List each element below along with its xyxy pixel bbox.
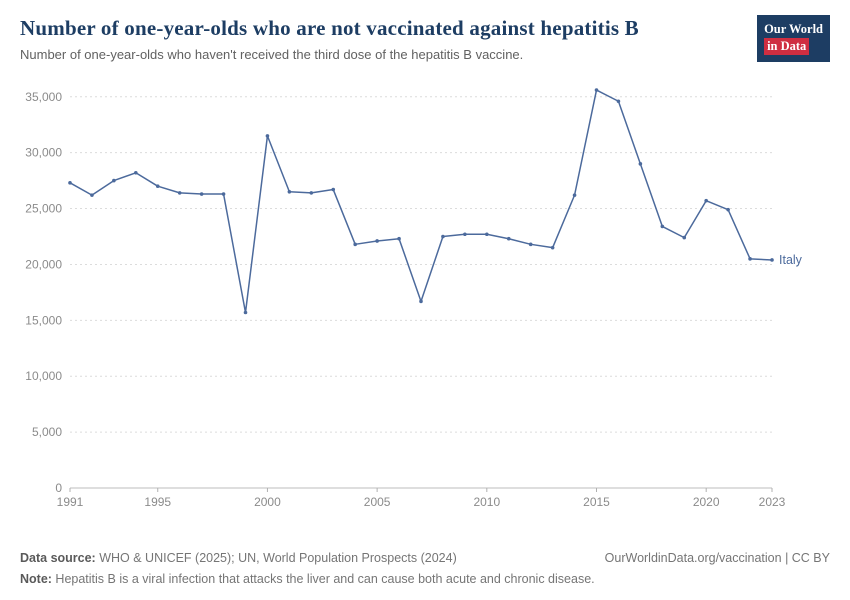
data-point[interactable]: [726, 208, 730, 212]
data-point[interactable]: [638, 162, 643, 166]
logo-line1: Our World: [764, 22, 823, 36]
data-point[interactable]: [221, 192, 226, 196]
title-block: Number of one-year-olds who are not vacc…: [20, 15, 639, 64]
data-point[interactable]: [660, 224, 665, 229]
y-axis-label: 5,000: [32, 425, 62, 439]
footer-row: Data source: WHO & UNICEF (2025); UN, Wo…: [20, 550, 830, 567]
data-point[interactable]: [682, 235, 687, 240]
note-text: Hepatitis B is a viral infection that at…: [51, 572, 595, 587]
y-axis-label: 10,000: [25, 369, 62, 383]
x-axis-label: 2020: [693, 495, 720, 509]
chart-header: Number of one-year-olds who are not vacc…: [20, 15, 830, 64]
data-point[interactable]: [155, 184, 160, 189]
x-axis-label: 1991: [57, 495, 84, 509]
data-point[interactable]: [199, 192, 204, 196]
series-line[interactable]: [69, 89, 773, 314]
data-point[interactable]: [528, 242, 533, 247]
data-point[interactable]: [265, 134, 270, 138]
data-point[interactable]: [485, 232, 489, 237]
data-point[interactable]: [770, 258, 774, 262]
y-axis-label: 25,000: [25, 202, 62, 216]
data-point[interactable]: [441, 234, 445, 239]
x-axis-label: 2010: [473, 495, 500, 509]
data-point[interactable]: [112, 178, 116, 183]
x-axis-label: 1995: [144, 495, 171, 509]
data-point[interactable]: [572, 193, 577, 198]
data-point[interactable]: [463, 232, 467, 237]
data-point[interactable]: [134, 171, 138, 175]
y-axis-label: 20,000: [25, 258, 62, 272]
chart-footer: Data source: WHO & UNICEF (2025); UN, Wo…: [20, 550, 830, 588]
logo-line2: in Data: [764, 38, 810, 55]
x-axis-label: 2023: [759, 495, 786, 509]
data-point[interactable]: [506, 237, 511, 241]
data-point[interactable]: [397, 237, 401, 241]
data-point[interactable]: [177, 191, 182, 195]
chart-subtitle: Number of one-year-olds who haven't rece…: [20, 47, 524, 63]
owid-link[interactable]: OurWorldinData.org/vaccination | CC BY: [604, 551, 830, 566]
note: Note: Hepatitis B is a viral infection t…: [20, 571, 830, 588]
data-point[interactable]: [419, 299, 423, 304]
data-point[interactable]: [68, 181, 72, 185]
y-axis-label: 15,000: [25, 313, 62, 327]
data-point[interactable]: [748, 257, 752, 261]
x-axis-label: 2015: [583, 495, 610, 509]
chart-title: Number of one-year-olds who are not vacc…: [20, 16, 639, 40]
data-source-label: Data source:: [20, 551, 96, 566]
data-point[interactable]: [594, 88, 599, 93]
data-source: Data source: WHO & UNICEF (2025); UN, Wo…: [20, 550, 457, 567]
data-point[interactable]: [90, 193, 94, 198]
data-point[interactable]: [375, 239, 379, 243]
data-point[interactable]: [616, 99, 621, 104]
y-axis-label: 30,000: [25, 146, 62, 160]
line-chart: 0 5,000 10,000 15,000 20,000 25,000 30,000 35,0…: [25, 88, 803, 509]
note-label: Note:: [20, 572, 52, 587]
data-point[interactable]: [243, 310, 248, 315]
series-label-italy[interactable]: Italy: [779, 253, 803, 267]
x-axis-label: 2005: [364, 495, 391, 509]
owid-logo[interactable]: Our World in Data: [757, 15, 830, 62]
data-point[interactable]: [353, 242, 357, 247]
data-point[interactable]: [287, 190, 292, 194]
data-point[interactable]: [550, 246, 555, 250]
y-axis-label: 0: [55, 481, 62, 495]
data-point[interactable]: [331, 187, 336, 192]
data-point[interactable]: [704, 199, 708, 203]
x-axis-label: 2000: [254, 495, 281, 509]
data-source-text: WHO & UNICEF (2025); UN, World Populatio…: [95, 551, 457, 566]
y-axis-label: 35,000: [25, 90, 62, 104]
data-point[interactable]: [309, 191, 314, 195]
